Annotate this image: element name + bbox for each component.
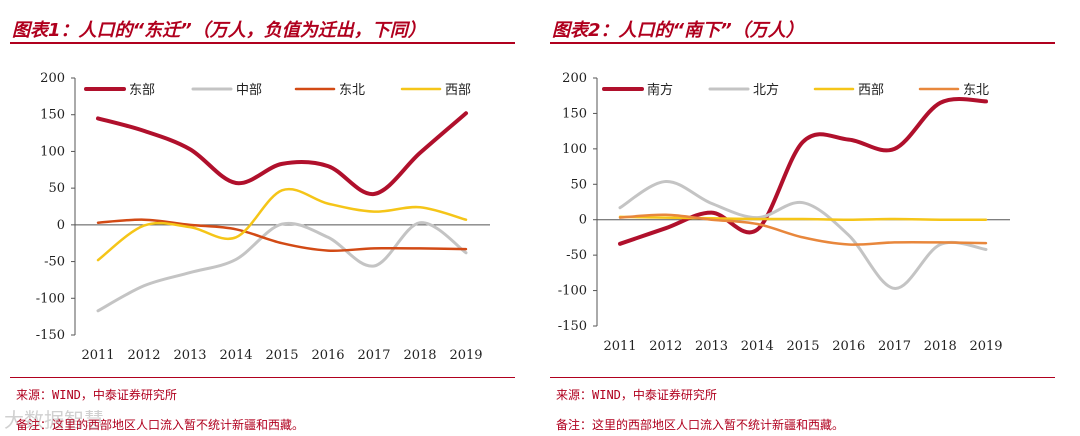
chart-panel-1: 图表1：人口的“东迁”（万人，负值为迁出，下同） 200 150 100 50 0 -50… <box>4 20 515 432</box>
x-tick-label: 2015 <box>265 348 298 363</box>
legend-label: 中部 <box>236 83 262 98</box>
chart-plot: 200 150 100 50 0 -50 -100 -150 2011 2012 2013 2014 2… <box>558 71 1010 354</box>
legend-label: 东部 <box>129 83 155 98</box>
source-text: 来源：WIND，中泰证券研究所 <box>16 388 177 402</box>
x-tick-label: 2017 <box>878 339 911 354</box>
y-tick-label: 50 <box>570 177 587 192</box>
x-tick-label: 2016 <box>832 339 865 354</box>
x-tick-label: 2012 <box>127 348 160 363</box>
series-line-1 <box>96 111 468 197</box>
y-tick-label: -100 <box>558 284 587 299</box>
title-divider <box>550 42 1055 44</box>
note-text: 备注：这里的西部地区人口流入暂不统计新疆和西藏。 <box>16 418 305 432</box>
x-tick-label: 2012 <box>649 339 682 354</box>
chart-plot: 200 150 100 50 0 -50 -100 -150 2011 2012 2013 2014 2… <box>36 71 490 363</box>
x-tick-label: 2017 <box>357 348 390 363</box>
y-tick-label: 150 <box>40 108 65 123</box>
y-tick-label: 50 <box>48 181 65 196</box>
x-tick-label: 2018 <box>403 348 436 363</box>
x-tick-label: 2018 <box>924 339 957 354</box>
legend-label: 西部 <box>445 83 471 98</box>
y-tick-label: -50 <box>566 248 587 263</box>
y-tick-label: 200 <box>562 71 587 86</box>
y-tick-label: 100 <box>562 142 587 157</box>
series-line-1 <box>618 96 988 246</box>
title-divider <box>10 42 515 44</box>
legend-label: 东北 <box>339 83 365 98</box>
y-tick-label: -150 <box>558 319 587 334</box>
chart-title: 图表1：人口的“东迁”（万人，负值为迁出，下同） <box>12 20 426 41</box>
x-tick-label: 2014 <box>741 339 774 354</box>
y-tick-label: 150 <box>562 106 587 121</box>
source-text: 来源：WIND，中泰证券研究所 <box>556 388 717 402</box>
watermark-text: 大数据智慧 <box>4 408 104 432</box>
footer-divider <box>10 377 515 378</box>
legend-label: 东北 <box>963 83 989 98</box>
y-tick-label: -100 <box>36 291 65 306</box>
y-tick-label: 100 <box>40 144 65 159</box>
series-line-3 <box>618 215 988 221</box>
chart-panel-2: 图表2：人口的“南下”（万人） 200 150 100 50 0 -50 -100 -150 2… <box>540 0 1080 436</box>
series-line-3 <box>96 218 468 252</box>
x-tick-label: 2014 <box>219 348 252 363</box>
y-tick-label: 0 <box>57 218 65 233</box>
x-tick-label: 2015 <box>786 339 819 354</box>
series-line-4 <box>618 213 988 246</box>
x-tick-label: 2011 <box>603 339 636 354</box>
x-tick-label: 2011 <box>81 348 114 363</box>
y-tick-label: 200 <box>40 71 65 86</box>
series-line-2 <box>96 221 468 313</box>
x-tick-label: 2016 <box>311 348 344 363</box>
y-tick-label: -50 <box>44 255 65 270</box>
legend-label: 北方 <box>753 82 779 98</box>
x-tick-label: 2019 <box>969 339 1002 354</box>
series-line-2 <box>618 179 988 290</box>
x-tick-label: 2013 <box>695 339 728 354</box>
series-line-4 <box>96 187 468 262</box>
y-tick-label: -150 <box>36 328 65 343</box>
chart-title: 图表2：人口的“南下”（万人） <box>552 20 804 41</box>
legend-label: 南方 <box>647 82 673 98</box>
x-tick-label: 2013 <box>173 348 206 363</box>
note-text: 备注：这里的西部地区人口流入暂不统计新疆和西藏。 <box>556 418 845 432</box>
legend-label: 西部 <box>858 83 884 98</box>
footer-divider <box>550 377 1055 378</box>
x-tick-label: 2019 <box>449 348 482 363</box>
y-tick-label: 0 <box>579 213 587 228</box>
